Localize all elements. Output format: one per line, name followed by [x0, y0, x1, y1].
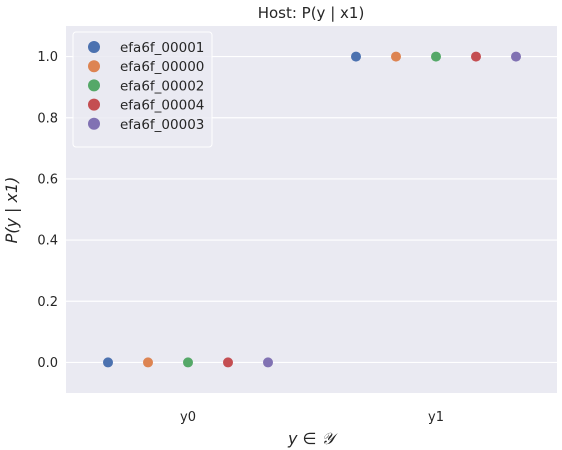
y-axis-label: P(y | x1) — [2, 177, 21, 244]
x-tick-label-0: y0 — [180, 410, 196, 425]
legend-marker-efa6f_00004 — [88, 98, 100, 111]
point-efa6f_00001-y1 — [351, 51, 361, 62]
legend-marker-efa6f_00002 — [88, 79, 100, 92]
y-tick-label-5: 1.0 — [37, 50, 58, 65]
legend-label-efa6f_00003: efa6f_00003 — [120, 117, 204, 133]
legend-marker-efa6f_00000 — [88, 60, 100, 73]
legend-marker-efa6f_00003 — [88, 117, 100, 130]
point-efa6f_00000-y1 — [391, 51, 401, 62]
point-efa6f_00001-y0 — [103, 357, 113, 368]
legend-label-efa6f_00002: efa6f_00002 — [120, 78, 204, 94]
point-efa6f_00002-y0 — [183, 357, 193, 368]
legend-label-efa6f_00000: efa6f_00000 — [120, 59, 204, 75]
y-tick-labels: 0.0 0.2 0.4 0.6 0.8 1.0 — [37, 50, 58, 371]
chart-title: Host: P(y | x1) — [258, 4, 365, 22]
y-tick-label-2: 0.4 — [37, 234, 58, 249]
y-tick-label-1: 0.2 — [37, 295, 58, 310]
point-efa6f_00004-y1 — [471, 51, 481, 62]
legend-marker-efa6f_00001 — [88, 41, 100, 53]
y-tick-label-3: 0.6 — [37, 172, 58, 187]
x-tick-labels: y0 y1 — [180, 410, 444, 425]
x-tick-label-1: y1 — [428, 410, 444, 425]
y-tick-label-0: 0.0 — [37, 356, 58, 371]
point-efa6f_00002-y1 — [431, 51, 441, 62]
x-axis-label: y ∈ 𝒴 — [287, 429, 339, 448]
point-efa6f_00003-y0 — [263, 357, 273, 368]
legend-label-efa6f_00001: efa6f_00001 — [120, 40, 204, 56]
legend-label-efa6f_00004: efa6f_00004 — [120, 98, 204, 114]
point-efa6f_00004-y0 — [223, 357, 233, 368]
point-efa6f_00003-y1 — [511, 51, 521, 62]
point-efa6f_00000-y0 — [143, 357, 153, 368]
y-tick-label-4: 0.8 — [37, 111, 58, 126]
data-points — [103, 51, 521, 368]
legend-box — [72, 31, 213, 148]
legend: efa6f_00001 efa6f_00000 efa6f_00002 efa6f_0… — [72, 31, 213, 148]
